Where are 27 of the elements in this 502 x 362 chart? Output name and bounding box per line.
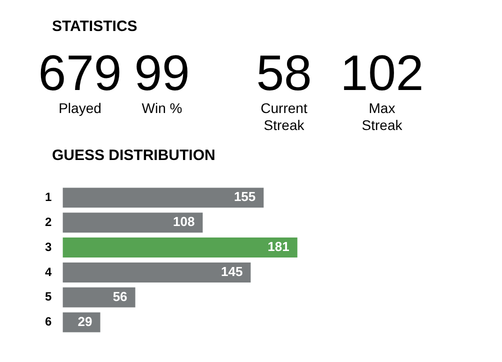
bar <box>62 212 203 233</box>
data-label: 102 <box>339 45 425 101</box>
text: STATISTICS <box>52 18 138 35</box>
y-tick-label: 2 <box>44 214 52 229</box>
y-tick-label: 5 <box>44 290 52 304</box>
data-label: 29 <box>78 314 92 329</box>
data-label: 155 <box>234 189 256 204</box>
category-label: Current Streak <box>260 100 308 134</box>
data-label: 679 <box>37 45 123 101</box>
y-tick-label: 3 <box>44 240 52 254</box>
y-tick-label: 4 <box>44 264 52 279</box>
data-label: 99 <box>134 45 190 101</box>
bar <box>62 287 136 308</box>
data-label: 181 <box>268 239 290 254</box>
data-label: 145 <box>220 264 243 280</box>
y-tick-label: 1 <box>44 190 52 204</box>
data-label: 58 <box>255 45 313 101</box>
data-label: 56 <box>112 288 128 304</box>
category-label: Played <box>58 100 102 117</box>
bar <box>62 188 264 208</box>
bar <box>62 262 251 282</box>
category-label: Win % <box>140 100 184 117</box>
y-tick-label: 6 <box>44 314 52 329</box>
category-label: Max Streak <box>360 100 404 134</box>
chart-title: GUESS DISTRIBUTION <box>52 147 216 164</box>
bar <box>62 238 298 258</box>
data-label: 108 <box>173 214 195 230</box>
